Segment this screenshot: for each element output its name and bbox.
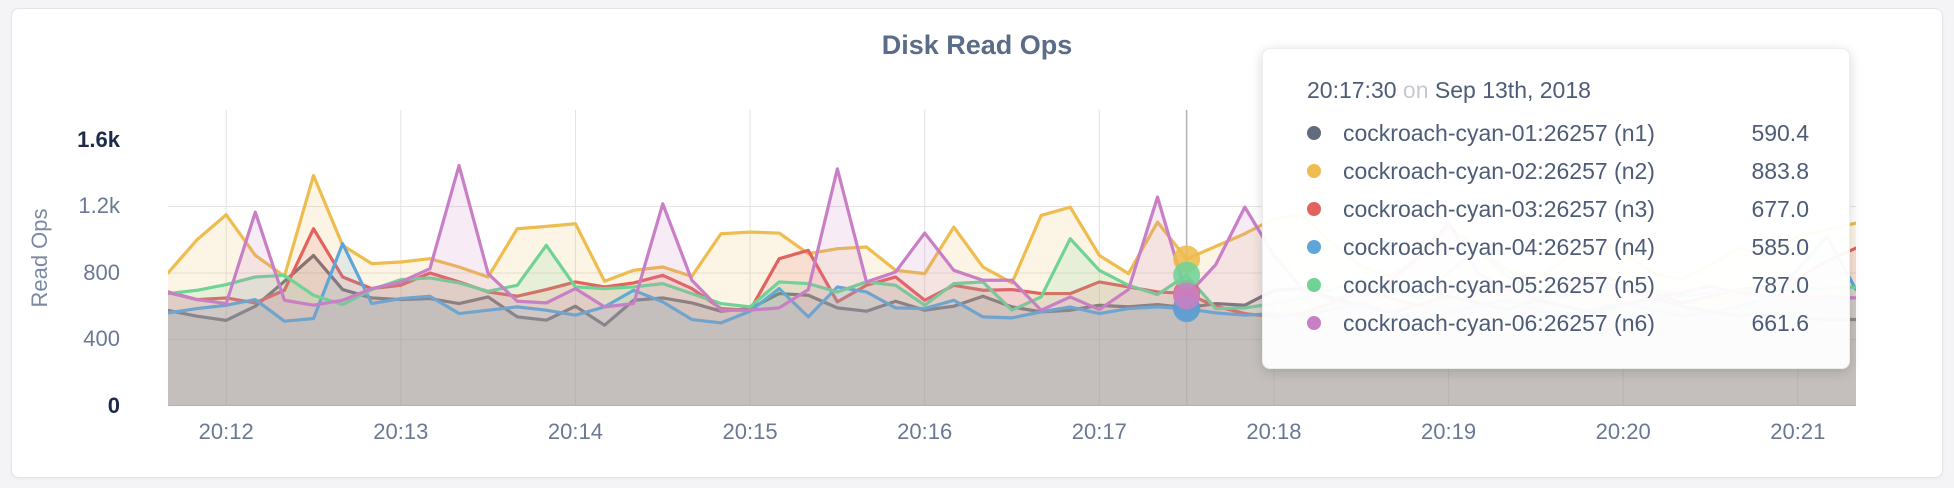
x-tick-label: 20:13	[373, 419, 429, 444]
tooltip-row: cockroach-cyan-06:26257 (n6) 661.6	[1307, 304, 1809, 342]
tooltip-row: cockroach-cyan-05:26257 (n5) 787.0	[1307, 266, 1809, 304]
series-color-dot-icon	[1307, 202, 1321, 216]
hover-dot-n5	[1173, 261, 1201, 289]
x-tick-label: 20:20	[1595, 419, 1651, 444]
tooltip-series-label: cockroach-cyan-02:26257 (n2)	[1343, 157, 1655, 184]
hover-dot-n6	[1173, 282, 1201, 310]
x-tick-label: 20:12	[198, 419, 254, 444]
series-color-dot-icon	[1307, 240, 1321, 254]
tooltip-series-label: cockroach-cyan-04:26257 (n4)	[1343, 233, 1655, 260]
tooltip-rows: cockroach-cyan-01:26257 (n1) 590.4 cockroa…	[1307, 114, 1809, 342]
x-tick-label: 20:21	[1770, 419, 1826, 444]
tooltip-on-word: on	[1402, 77, 1429, 103]
tooltip-date: Sep 13th, 2018	[1434, 77, 1591, 103]
y-tick-label: 0	[107, 393, 120, 418]
y-tick-label: 800	[83, 259, 120, 285]
y-tick-label: 1.2k	[78, 193, 120, 219]
tooltip-series-value: 585.0	[1751, 233, 1809, 260]
tooltip-series-value: 787.0	[1751, 271, 1809, 298]
tooltip-series-label: cockroach-cyan-01:26257 (n1)	[1343, 119, 1655, 146]
y-tick-label: 1.6k	[77, 126, 120, 152]
y-tick-label: 400	[83, 326, 120, 352]
x-tick-label: 20:16	[897, 419, 953, 444]
chart-title: Disk Read Ops	[881, 30, 1073, 60]
tooltip-series-label: cockroach-cyan-06:26257 (n6)	[1343, 309, 1655, 336]
series-color-dot-icon	[1307, 164, 1321, 178]
tooltip-series-value: 883.8	[1751, 157, 1809, 184]
x-tick-label: 20:15	[722, 419, 778, 444]
x-tick-label: 20:17	[1071, 419, 1127, 444]
tooltip-row: cockroach-cyan-04:26257 (n4) 585.0	[1307, 228, 1809, 266]
series-color-dot-icon	[1307, 316, 1321, 330]
tooltip-header: 20:17:30 on Sep 13th, 2018	[1307, 77, 1809, 104]
tooltip-row: cockroach-cyan-03:26257 (n3) 677.0	[1307, 190, 1809, 228]
x-tick-label: 20:14	[547, 419, 603, 444]
tooltip-series-label: cockroach-cyan-05:26257 (n5)	[1343, 271, 1655, 298]
series-color-dot-icon	[1307, 126, 1321, 140]
tooltip-time: 20:17:30	[1307, 77, 1397, 103]
tooltip-row: cockroach-cyan-02:26257 (n2) 883.8	[1307, 152, 1809, 190]
tooltip-series-value: 677.0	[1751, 195, 1809, 222]
hover-tooltip: 20:17:30 on Sep 13th, 2018 cockroach-cya…	[1262, 48, 1850, 369]
tooltip-row: cockroach-cyan-01:26257 (n1) 590.4	[1307, 114, 1809, 152]
series-color-dot-icon	[1307, 278, 1321, 292]
tooltip-series-label: cockroach-cyan-03:26257 (n3)	[1343, 195, 1655, 222]
x-tick-label: 20:19	[1421, 419, 1477, 444]
tooltip-series-value: 590.4	[1751, 119, 1809, 146]
tooltip-series-value: 661.6	[1751, 309, 1809, 336]
y-axis-label: Read Ops	[27, 208, 52, 308]
x-tick-label: 20:18	[1246, 419, 1302, 444]
